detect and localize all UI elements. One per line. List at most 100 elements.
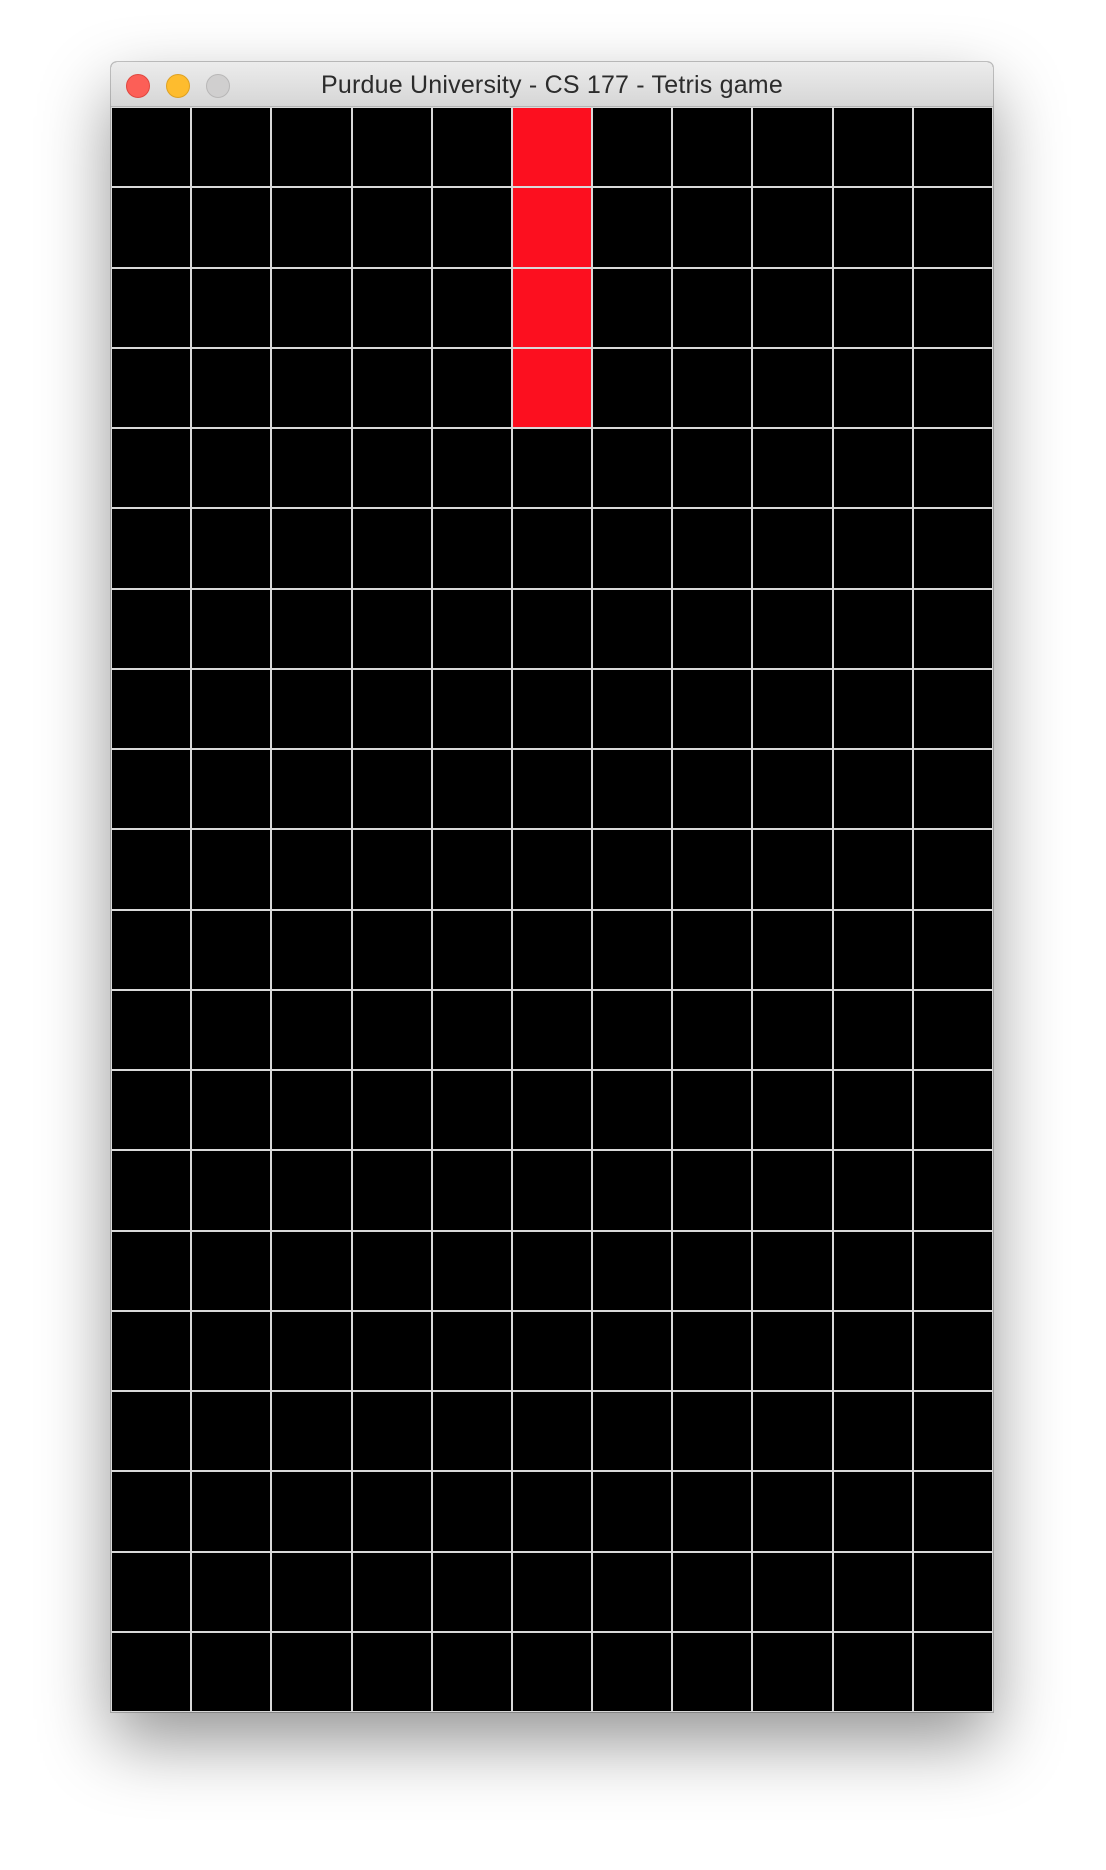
board-cell (752, 1551, 833, 1632)
board-cell (351, 428, 432, 509)
close-window-button[interactable] (126, 74, 150, 98)
title-bar[interactable]: Purdue University - CS 177 - Tetris game (111, 62, 993, 107)
board-cell (592, 428, 673, 509)
board-cell (912, 1551, 993, 1632)
board-cell (832, 588, 913, 669)
board-cell (672, 508, 753, 589)
board-cell (912, 909, 993, 990)
board-cell (271, 428, 352, 509)
board-cell (431, 1391, 512, 1472)
board-cell (271, 187, 352, 268)
board-cell (111, 347, 192, 428)
board-cell (672, 428, 753, 509)
active-piece-block (511, 347, 593, 428)
board-cell (672, 1471, 753, 1552)
board-cell (511, 829, 593, 910)
board-cell (511, 1070, 593, 1151)
board-cell (912, 588, 993, 669)
board-cell (351, 187, 432, 268)
board-cell (592, 1391, 673, 1472)
board-cell (191, 428, 272, 509)
board-cell (752, 989, 833, 1070)
board-cell (592, 1150, 673, 1231)
board-cell (832, 829, 913, 910)
board-cell (672, 1230, 753, 1311)
board-cell (511, 989, 593, 1070)
board-cell (912, 1150, 993, 1231)
board-cell (672, 668, 753, 749)
board-cell (511, 508, 593, 589)
board-cell (912, 347, 993, 428)
board-cell (271, 1150, 352, 1231)
board-cell (351, 508, 432, 589)
board-cell (592, 749, 673, 830)
board-cell (592, 1310, 673, 1391)
board-cell (832, 1631, 913, 1712)
board-cell (912, 749, 993, 830)
board-cell (351, 1230, 432, 1311)
board-cell (351, 588, 432, 669)
board-cell (351, 989, 432, 1070)
board-cell (672, 187, 753, 268)
board-cell (511, 909, 593, 990)
board-cell (271, 749, 352, 830)
board-cell (271, 1070, 352, 1151)
board-cell (191, 1631, 272, 1712)
board-cell (111, 749, 192, 830)
board-cell (752, 588, 833, 669)
board-cell (752, 1230, 833, 1311)
board-cell (832, 749, 913, 830)
board-cell (912, 267, 993, 348)
board-cell (271, 107, 352, 188)
board-cell (592, 588, 673, 669)
board-cell (111, 588, 192, 669)
game-board[interactable] (111, 107, 993, 1712)
board-cell (191, 829, 272, 910)
board-cell (111, 1150, 192, 1231)
board-cell (191, 749, 272, 830)
board-cell (912, 428, 993, 509)
board-cell (431, 1230, 512, 1311)
board-cell (191, 1471, 272, 1552)
board-cell (191, 508, 272, 589)
board-cell (111, 1471, 192, 1552)
board-cell (592, 187, 673, 268)
board-cell (351, 107, 432, 188)
minimize-window-button[interactable] (166, 74, 190, 98)
board-cell (431, 1310, 512, 1391)
board-cell (351, 668, 432, 749)
board-cell (832, 267, 913, 348)
board-cell (832, 1230, 913, 1311)
board-cell (191, 187, 272, 268)
board-cell (271, 1631, 352, 1712)
board-cell (351, 1310, 432, 1391)
board-cell (431, 187, 512, 268)
active-piece-block (511, 107, 593, 188)
board-cell (592, 909, 673, 990)
board-cell (592, 1070, 673, 1151)
board-cell (752, 1310, 833, 1391)
board-cell (111, 668, 192, 749)
board-cell (752, 107, 833, 188)
board-cell (191, 107, 272, 188)
board-cell (832, 187, 913, 268)
zoom-window-button[interactable] (206, 74, 230, 98)
board-cell (672, 989, 753, 1070)
board-cell (191, 1230, 272, 1311)
board-cell (832, 347, 913, 428)
board-cell (592, 1471, 673, 1552)
board-cell (271, 1230, 352, 1311)
board-cell (351, 1070, 432, 1151)
board-cell (672, 1631, 753, 1712)
board-cell (431, 267, 512, 348)
board-cell (912, 107, 993, 188)
board-cell (431, 1150, 512, 1231)
board-cell (111, 428, 192, 509)
board-cell (592, 829, 673, 910)
board-cell (672, 1070, 753, 1151)
board-cell (351, 909, 432, 990)
board-cell (511, 1391, 593, 1472)
board-cell (592, 1230, 673, 1311)
board-cell (511, 668, 593, 749)
board-cell (431, 1631, 512, 1712)
